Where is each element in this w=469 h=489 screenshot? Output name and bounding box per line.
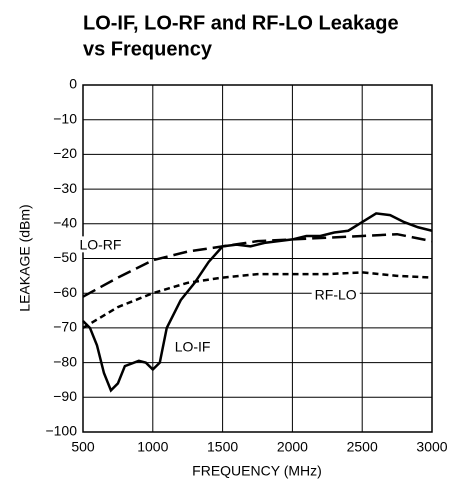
y-tick-label: −100 [45,423,77,439]
y-tick-label: −70 [53,319,77,335]
series-line [82,232,433,298]
x-tick-label: 3000 [416,439,447,455]
y-tick-label: 0 [69,76,77,92]
label-background [171,338,214,355]
x-tick-label: 500 [71,439,95,455]
y-tick-label: −20 [53,145,77,161]
series-label: RF-LO [315,287,357,303]
chart-title: vs Frequency [83,38,213,60]
series-label: LO-IF [175,339,211,355]
x-axis-label: FREQUENCY (MHz) [192,463,322,479]
y-tick-label: −40 [53,215,77,231]
y-tick-label: −10 [53,110,77,126]
x-tick-label: 2000 [277,439,308,455]
x-tick-label: 1000 [137,439,168,455]
y-axis-label: LEAKAGE (dBm) [17,204,33,311]
x-tick-label: 1500 [207,439,238,455]
y-tick-label: −30 [53,180,77,196]
chart-title: LO-IF, LO-RF and RF-LO Leakage [83,12,399,34]
y-tick-label: −50 [53,249,77,265]
series-label: LO-RF [79,236,121,252]
y-tick-label: −90 [53,388,77,404]
label-background [311,286,360,303]
series-line [82,271,433,329]
y-tick-label: −60 [53,284,77,300]
y-tick-label: −80 [53,353,77,369]
x-tick-label: 2500 [347,439,378,455]
plot-frame [82,84,433,433]
label-background [76,236,125,253]
